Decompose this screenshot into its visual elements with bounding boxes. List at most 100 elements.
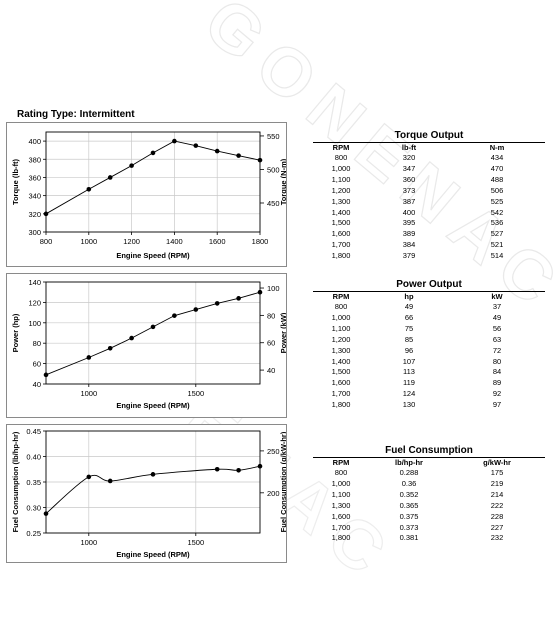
table-row: 1,800 0.381 232 (313, 533, 545, 544)
data-point (150, 472, 156, 477)
table-cell: 387 (402, 196, 416, 206)
table-cell: 1,200 (331, 334, 351, 344)
table-cell: 72 (492, 345, 502, 355)
data-point (86, 355, 92, 360)
table-row: 1,000 66 49 (313, 313, 545, 324)
table-cell: 1,700 (331, 240, 351, 250)
data-point (43, 511, 49, 516)
data-point (107, 478, 113, 484)
table-cell: 96 (404, 345, 414, 355)
plot-frame (45, 131, 261, 233)
table-cell: 1,000 (331, 478, 351, 488)
table-rule (313, 291, 545, 292)
table-cell: 66 (404, 312, 414, 322)
table-cell: 525 (490, 196, 504, 206)
table-header-cell: lb/hp-hr (395, 458, 423, 467)
series-line (45, 291, 261, 376)
y-tick-label: 60 (33, 360, 41, 369)
y-tick-label: 340 (28, 192, 41, 201)
table-row: 1,600 0.375 228 (313, 512, 545, 523)
table-header-cell: g/kW-hr (483, 458, 511, 467)
table-cell: 384 (402, 240, 416, 250)
y-tick-label: 320 (28, 210, 41, 219)
table-cell: 395 (402, 218, 416, 228)
table-cell: 222 (490, 500, 504, 510)
table-header-cell: kW (491, 292, 503, 301)
data-point (172, 313, 177, 318)
table-header-cell: RPM (332, 143, 350, 152)
table-row: 1,300 387 525 (313, 197, 545, 208)
y-right-tick-label: 80 (267, 311, 275, 320)
table-cell: 1,100 (331, 174, 351, 184)
x-axis-label: Engine Speed (RPM) (116, 251, 190, 260)
x-tick-label: 1400 (166, 237, 183, 246)
x-tick-label: 1800 (252, 237, 269, 246)
x-tick-label: 1000 (80, 538, 97, 547)
table-cell: 0.352 (399, 489, 419, 499)
table-cell: 527 (490, 229, 504, 239)
table-cell: 470 (490, 163, 504, 173)
table-cell: 0.36 (401, 478, 417, 488)
table-row: 1,200 373 506 (313, 186, 545, 197)
table-cell: 37 (492, 302, 502, 311)
data-point (107, 175, 113, 180)
table-cell: 1,500 (331, 218, 351, 228)
y-tick-label: 140 (28, 278, 41, 287)
table-cell: 0.381 (399, 533, 419, 543)
table-row: 1,300 96 72 (313, 346, 545, 357)
y-tick-label: 300 (28, 228, 41, 237)
table-cell: 521 (490, 240, 504, 250)
data-point (193, 143, 199, 148)
table-row: 1,100 75 56 (313, 324, 545, 335)
table-row: 1,700 384 521 (313, 240, 545, 251)
table-cell: 373 (402, 185, 416, 195)
series-line (45, 140, 261, 215)
x-axis-label: Engine Speed (RPM) (116, 550, 190, 559)
table-row: 1,000 347 470 (313, 164, 545, 175)
table-title: Torque Output (394, 130, 464, 141)
table-cell: 1,300 (331, 196, 351, 206)
data-point (43, 372, 49, 378)
data-point (214, 148, 220, 154)
data-point (214, 466, 220, 472)
data-point (150, 150, 156, 156)
table-cell: 80 (492, 356, 502, 366)
data-point (214, 301, 220, 306)
y-axis-right-label: Torque (N-m) (279, 158, 286, 205)
power-table: Power Output RPM hp kW 800 49 37 1,000 66 49 1,100… (313, 278, 545, 411)
table-cell: 56 (492, 323, 502, 333)
x-tick-label: 1500 (187, 538, 204, 547)
table-cell: 389 (402, 229, 416, 239)
table-cell: 175 (490, 468, 504, 477)
x-tick-label: 800 (40, 237, 53, 246)
table-cell: 75 (404, 323, 414, 333)
data-point (150, 324, 156, 330)
table-cell: 107 (402, 356, 416, 366)
table-cell: 488 (490, 174, 504, 184)
y-tick-label: 40 (33, 380, 41, 389)
table-cell: 1,400 (331, 207, 351, 217)
data-point (257, 289, 263, 295)
table-cell: 228 (490, 511, 504, 521)
table-row: 1,000 0.36 219 (313, 479, 545, 490)
table-cell: 1,600 (331, 378, 351, 388)
table-cell: 800 (334, 468, 348, 477)
table-cell: 1,300 (331, 500, 351, 510)
table-cell: 400 (402, 207, 416, 217)
table-cell: 0.375 (399, 511, 419, 521)
table-cell: 542 (490, 207, 504, 217)
y-tick-label: 0.35 (26, 478, 41, 487)
table-row: 800 49 37 (313, 302, 545, 313)
data-point (129, 163, 134, 168)
table-cell: 1,100 (331, 323, 351, 333)
table-cell: 85 (404, 334, 414, 344)
data-point (172, 138, 177, 144)
y-axis-label: Fuel Consumption (lb/hp-hr) (11, 431, 20, 532)
table-cell: 1,700 (331, 522, 351, 532)
table-cell: 119 (403, 378, 415, 388)
y-tick-label: 0.25 (26, 529, 41, 538)
table-cell: 219 (490, 478, 504, 488)
table-row: 1,700 124 92 (313, 389, 545, 400)
fuel-chart-panel: 0.25 0.30 0.35 0.40 0.45 1000 1500 200 250 Engine… (6, 424, 287, 563)
plot-frame (45, 281, 261, 385)
